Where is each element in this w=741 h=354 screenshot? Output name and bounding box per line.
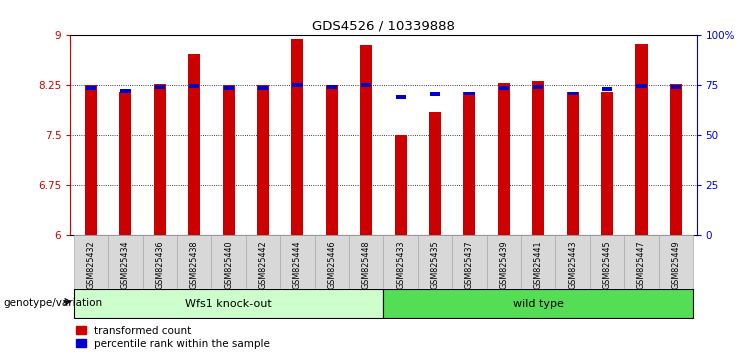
Bar xyxy=(636,44,648,235)
Bar xyxy=(360,45,372,235)
Text: GSM825448: GSM825448 xyxy=(362,241,370,289)
Bar xyxy=(499,86,509,90)
Text: GSM825440: GSM825440 xyxy=(224,241,233,289)
Bar xyxy=(361,84,371,87)
FancyBboxPatch shape xyxy=(315,235,349,289)
Bar xyxy=(465,92,474,96)
FancyBboxPatch shape xyxy=(624,235,659,289)
Text: GSM825432: GSM825432 xyxy=(87,241,96,289)
Bar xyxy=(120,90,130,93)
Text: GSM825445: GSM825445 xyxy=(602,241,611,289)
FancyBboxPatch shape xyxy=(384,289,693,318)
Text: wild type: wild type xyxy=(513,298,564,309)
Bar xyxy=(395,136,407,235)
Bar xyxy=(637,84,647,88)
Text: GSM825441: GSM825441 xyxy=(534,241,543,289)
Bar xyxy=(463,92,476,235)
Bar xyxy=(224,86,233,90)
Bar xyxy=(671,85,681,89)
Text: GSM825442: GSM825442 xyxy=(259,241,268,289)
Bar xyxy=(85,85,97,235)
Bar xyxy=(86,86,96,90)
Text: GSM825447: GSM825447 xyxy=(637,241,646,289)
FancyBboxPatch shape xyxy=(590,235,624,289)
FancyBboxPatch shape xyxy=(74,235,108,289)
Bar xyxy=(670,84,682,235)
Bar xyxy=(257,85,269,235)
Bar xyxy=(293,84,302,87)
Bar xyxy=(155,85,165,89)
Title: GDS4526 / 10339888: GDS4526 / 10339888 xyxy=(312,20,455,33)
Text: GSM825439: GSM825439 xyxy=(499,241,508,289)
Text: GSM825438: GSM825438 xyxy=(190,241,199,289)
Text: GSM825444: GSM825444 xyxy=(293,241,302,289)
Bar xyxy=(258,86,268,90)
Bar xyxy=(568,92,578,96)
Bar xyxy=(189,84,199,88)
FancyBboxPatch shape xyxy=(108,235,142,289)
Bar xyxy=(602,87,612,91)
FancyBboxPatch shape xyxy=(211,235,246,289)
FancyBboxPatch shape xyxy=(556,235,590,289)
Bar xyxy=(291,39,304,235)
Bar xyxy=(119,92,131,235)
Bar xyxy=(532,81,545,235)
Bar xyxy=(154,84,166,235)
FancyBboxPatch shape xyxy=(521,235,556,289)
Text: genotype/variation: genotype/variation xyxy=(4,298,103,308)
FancyBboxPatch shape xyxy=(384,235,418,289)
Bar xyxy=(222,85,235,235)
Legend: transformed count, percentile rank within the sample: transformed count, percentile rank withi… xyxy=(76,326,270,349)
FancyBboxPatch shape xyxy=(177,235,211,289)
Bar xyxy=(396,95,406,99)
Text: GSM825437: GSM825437 xyxy=(465,241,474,289)
FancyBboxPatch shape xyxy=(659,235,693,289)
Text: GSM825433: GSM825433 xyxy=(396,241,405,289)
FancyBboxPatch shape xyxy=(74,289,384,318)
Bar xyxy=(430,92,440,96)
Text: GSM825436: GSM825436 xyxy=(156,241,165,289)
Text: GSM825435: GSM825435 xyxy=(431,241,439,289)
Text: GSM825446: GSM825446 xyxy=(328,241,336,289)
FancyBboxPatch shape xyxy=(246,235,280,289)
Bar xyxy=(601,92,613,235)
Text: GSM825443: GSM825443 xyxy=(568,241,577,289)
Text: GSM825449: GSM825449 xyxy=(671,241,680,289)
FancyBboxPatch shape xyxy=(418,235,452,289)
Bar xyxy=(567,92,579,235)
Bar xyxy=(188,54,200,235)
Bar xyxy=(498,84,510,235)
FancyBboxPatch shape xyxy=(452,235,487,289)
FancyBboxPatch shape xyxy=(349,235,384,289)
FancyBboxPatch shape xyxy=(487,235,521,289)
Bar xyxy=(327,85,337,89)
FancyBboxPatch shape xyxy=(142,235,177,289)
FancyBboxPatch shape xyxy=(280,235,315,289)
Bar xyxy=(534,85,543,89)
Bar xyxy=(429,112,441,235)
Text: Wfs1 knock-out: Wfs1 knock-out xyxy=(185,298,272,309)
Text: GSM825434: GSM825434 xyxy=(121,241,130,289)
Bar xyxy=(326,85,338,235)
